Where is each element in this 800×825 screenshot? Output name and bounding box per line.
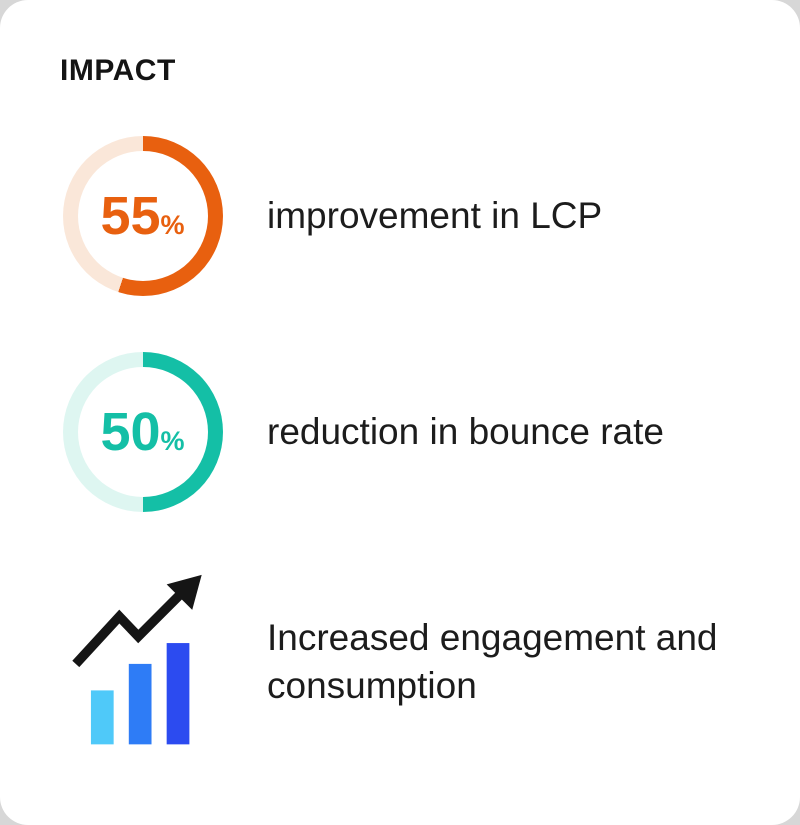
growth-chart-icon [71, 574, 202, 745]
donut-percent-bounce-rate: 50% [100, 367, 184, 497]
bar-small [90, 690, 114, 745]
trend-arrow-head [166, 574, 202, 610]
donut-cell-bounce-rate: 50% [60, 352, 225, 512]
donut-percent-lcp: 55% [100, 151, 184, 281]
donut-cell-lcp: 55% [60, 136, 225, 296]
stat-value: 50 [100, 402, 161, 462]
bar-tall [166, 643, 189, 745]
donut-center-bounce-rate: 50% [77, 367, 208, 497]
stat-row-bounce-rate: 50% reduction in bounce rate [60, 352, 740, 512]
stat-unit: % [160, 210, 185, 240]
stat-row-engagement: Increased engagement and consumption [60, 568, 740, 756]
donut-chart-bounce-rate: 50% [62, 352, 223, 512]
bar-medium [128, 663, 152, 745]
trend-arrow-shaft [71, 589, 185, 668]
card-title: IMPACT [60, 54, 176, 87]
stat-unit: % [160, 426, 185, 456]
donut-center-lcp: 55% [77, 151, 208, 281]
stat-row-lcp: 55% improvement in LCP [60, 136, 740, 296]
donut-chart-lcp: 55% [62, 136, 223, 296]
stat-label-engagement: Increased engagement and consumption [267, 616, 718, 706]
stat-label-lcp: improvement in LCP [267, 194, 603, 236]
icon-cell-engagement [60, 568, 225, 756]
stat-label-bounce-rate: reduction in bounce rate [267, 410, 664, 452]
stat-value: 55 [100, 186, 161, 246]
